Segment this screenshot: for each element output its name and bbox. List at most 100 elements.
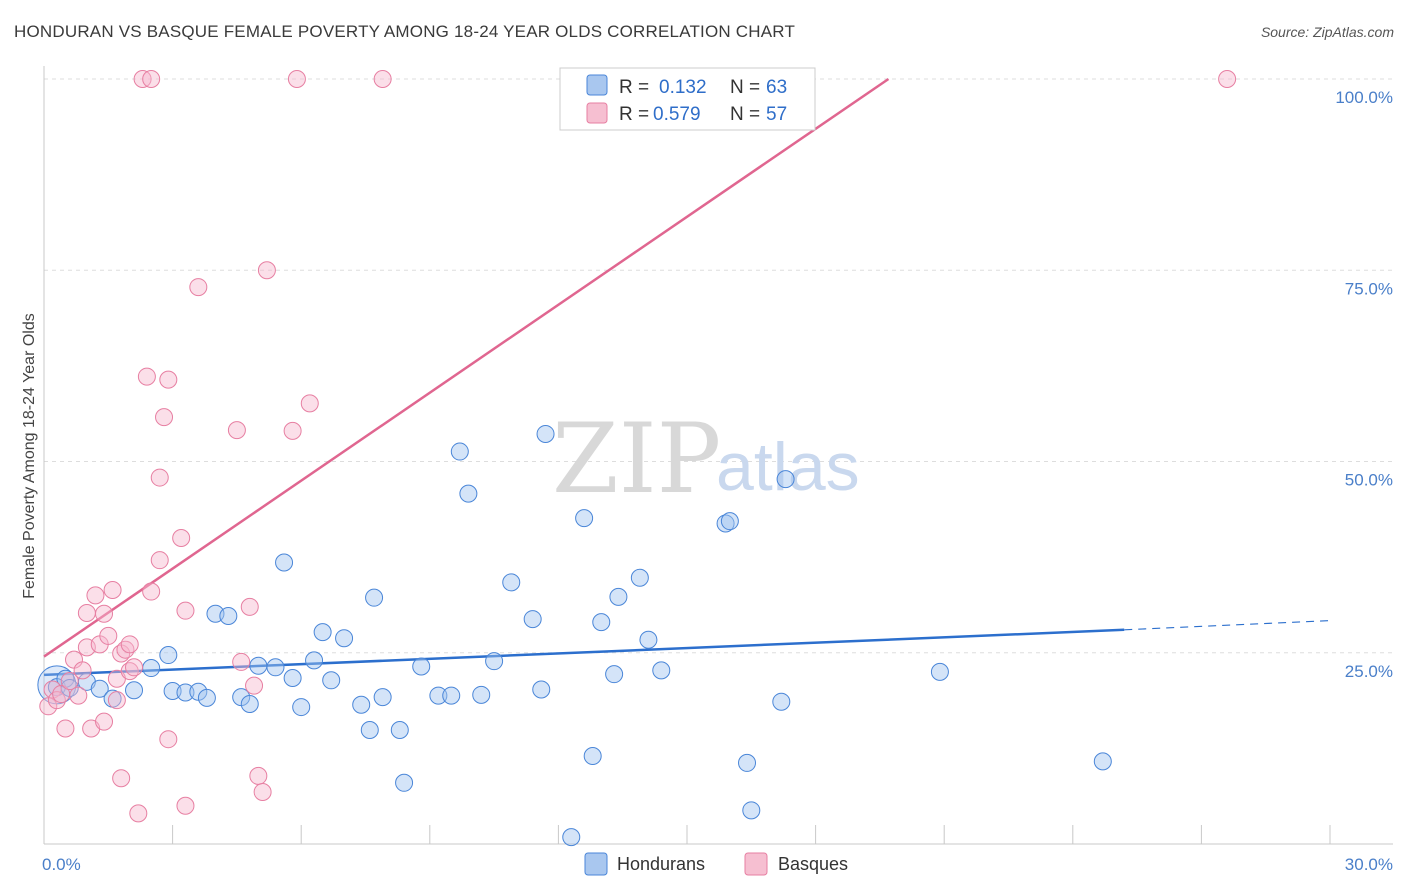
x-tick-label-max: 30.0% xyxy=(1345,855,1393,874)
data-point-basques xyxy=(86,586,105,605)
data-point-basques xyxy=(125,658,144,677)
data-point-basques xyxy=(150,551,169,570)
trend-line-basques xyxy=(43,77,890,658)
y-tick-label: 100.0% xyxy=(1335,88,1393,107)
data-point-hondurans xyxy=(352,695,371,714)
data-point-basques xyxy=(240,597,259,616)
data-point-basques xyxy=(176,796,195,815)
data-point-hondurans xyxy=(485,652,504,671)
data-point-hondurans xyxy=(249,656,268,675)
data-point-basques xyxy=(227,421,246,440)
data-point-hondurans xyxy=(90,679,109,698)
data-point-basques xyxy=(159,730,178,749)
data-point-hondurans xyxy=(575,509,594,528)
data-point-basques xyxy=(129,804,148,823)
data-point-basques xyxy=(73,661,92,680)
data-point-basques xyxy=(287,70,306,88)
trend-line-hondurans-extension xyxy=(1124,620,1331,631)
data-point-basques xyxy=(249,766,268,785)
data-point-hondurans xyxy=(583,747,602,766)
bottom-legend-hondurans: Hondurans xyxy=(617,854,705,874)
data-point-hondurans xyxy=(142,659,161,678)
data-point-basques xyxy=(253,782,272,801)
legend-n-value-2: 57 xyxy=(766,104,787,125)
data-point-basques xyxy=(112,769,131,788)
watermark-zip: ZIP xyxy=(552,403,721,515)
data-point-basques xyxy=(107,691,126,710)
data-point-basques xyxy=(69,686,88,705)
legend-r-value-2: 0.579 xyxy=(653,104,701,125)
data-point-hondurans xyxy=(360,721,379,740)
data-point-hondurans xyxy=(609,587,628,606)
source-label: Source: ZipAtlas.com xyxy=(1260,24,1394,40)
data-point-hondurans xyxy=(283,668,302,687)
data-points xyxy=(37,70,1237,847)
data-point-hondurans xyxy=(738,753,757,772)
data-point-basques xyxy=(1218,70,1237,88)
data-point-basques xyxy=(99,626,118,645)
data-point-hondurans xyxy=(219,607,238,626)
data-point-basques xyxy=(300,394,319,413)
data-point-hondurans xyxy=(395,773,414,792)
data-point-hondurans xyxy=(335,629,354,648)
legend-r-value-1: 0.132 xyxy=(659,77,707,98)
x-tick-label-min: 0.0% xyxy=(42,855,81,874)
data-point-basques xyxy=(283,421,302,440)
y-axis-label: Female Poverty Among 18-24 Year Olds xyxy=(21,313,38,599)
legend-swatch-hondurans xyxy=(586,74,608,96)
watermark-atlas: atlas xyxy=(716,429,860,505)
data-point-basques xyxy=(189,278,208,297)
data-point-hondurans xyxy=(450,442,469,461)
data-point-basques xyxy=(60,672,79,691)
data-point-hondurans xyxy=(639,630,658,649)
data-point-hondurans xyxy=(176,683,195,702)
data-point-hondurans xyxy=(536,424,555,443)
legend-swatch-basques xyxy=(586,102,608,124)
data-point-hondurans xyxy=(197,688,216,707)
data-point-hondurans xyxy=(772,692,791,711)
data-point-hondurans xyxy=(592,613,611,632)
data-point-basques xyxy=(95,604,114,623)
data-point-basques xyxy=(245,676,264,695)
data-point-hondurans xyxy=(266,658,285,677)
data-point-hondurans xyxy=(365,588,384,607)
y-tick-labels: 25.0% 50.0% 75.0% 100.0% xyxy=(1335,88,1393,681)
y-tick-label: 50.0% xyxy=(1345,471,1393,490)
data-point-basques xyxy=(43,680,62,699)
bottom-legend-basques: Basques xyxy=(778,854,848,874)
axes xyxy=(43,66,1393,845)
data-point-basques xyxy=(120,635,139,654)
data-point-hondurans xyxy=(442,686,461,705)
data-point-basques xyxy=(257,261,276,280)
legend-n-label-2: N = xyxy=(730,104,760,125)
y-tick-label: 75.0% xyxy=(1345,279,1393,298)
trend-lines xyxy=(43,77,1331,677)
bottom-legend-swatch-hondurans xyxy=(584,852,608,876)
data-point-basques xyxy=(172,529,191,547)
data-point-hondurans xyxy=(163,682,182,700)
y-tick-label: 25.0% xyxy=(1345,662,1393,681)
bottom-legend-swatch-basques xyxy=(744,852,768,876)
data-point-basques xyxy=(142,582,161,601)
data-point-basques xyxy=(150,468,169,487)
data-point-basques xyxy=(373,70,392,88)
legend-r-label-2: R = xyxy=(619,104,649,125)
data-point-hondurans xyxy=(472,685,491,704)
data-point-hondurans xyxy=(630,568,649,587)
data-point-hondurans xyxy=(523,610,542,629)
data-point-hondurans xyxy=(240,695,259,714)
data-point-basques xyxy=(77,603,96,622)
legend-n-value-1: 63 xyxy=(766,77,787,98)
data-point-hondurans xyxy=(776,470,795,489)
data-point-hondurans xyxy=(742,801,761,820)
data-point-hondurans xyxy=(292,698,311,717)
watermark: ZIP atlas xyxy=(552,403,860,515)
data-point-hondurans xyxy=(720,512,739,531)
trend-line-hondurans xyxy=(43,628,1125,677)
data-point-basques xyxy=(137,367,156,386)
data-point-basques xyxy=(103,581,122,600)
data-point-basques xyxy=(95,712,114,731)
data-point-hondurans xyxy=(652,661,671,680)
data-point-hondurans xyxy=(159,646,178,665)
